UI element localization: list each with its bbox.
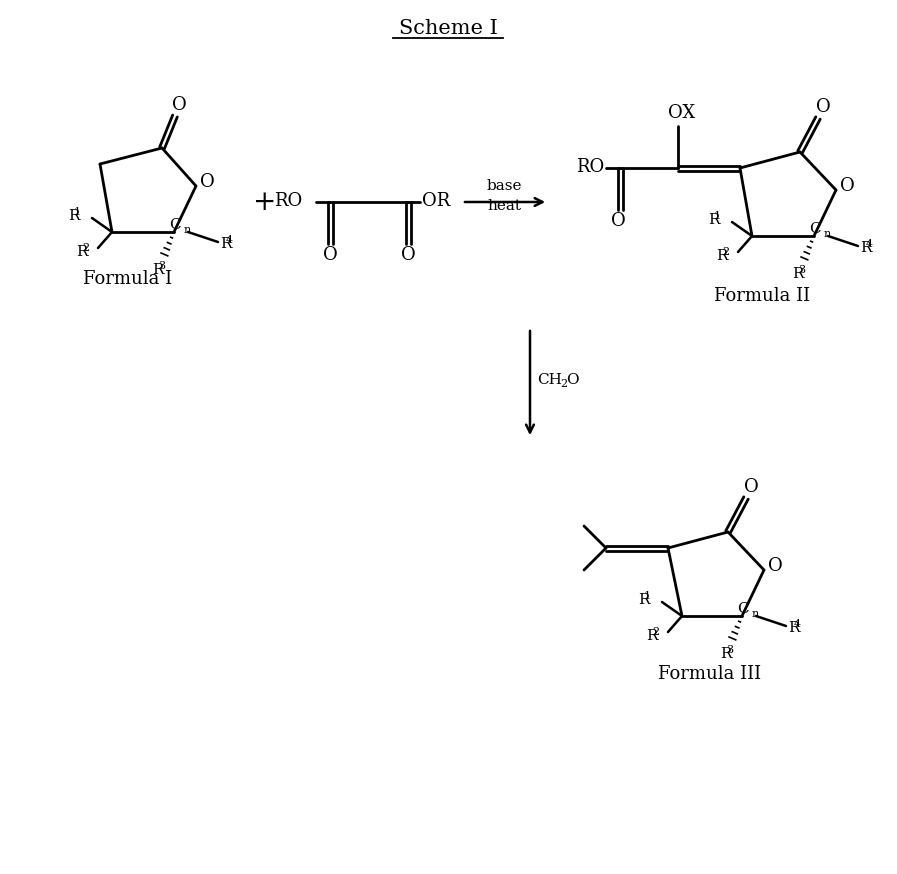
Text: base: base	[486, 179, 522, 193]
Text: Formula I: Formula I	[83, 270, 172, 288]
Text: 4: 4	[226, 235, 233, 245]
Text: 3: 3	[798, 265, 806, 275]
Text: O: O	[401, 246, 415, 264]
Text: R: R	[152, 263, 163, 277]
Text: R: R	[646, 629, 658, 643]
Text: 1: 1	[714, 212, 721, 221]
Text: +: +	[253, 189, 276, 216]
Text: C: C	[809, 222, 821, 236]
Text: 3: 3	[726, 645, 733, 656]
Text: R: R	[708, 213, 719, 227]
Text: R: R	[68, 209, 80, 223]
Text: n: n	[752, 609, 759, 619]
Text: Formula II: Formula II	[714, 287, 810, 305]
Text: O: O	[840, 177, 854, 195]
Text: O: O	[744, 478, 758, 496]
Text: O: O	[200, 173, 214, 191]
Text: O: O	[611, 212, 625, 230]
Text: C: C	[737, 602, 749, 616]
Text: O: O	[171, 96, 187, 114]
Text: O: O	[815, 98, 831, 116]
Text: 2: 2	[652, 628, 659, 637]
Text: 2: 2	[82, 243, 89, 253]
Text: Scheme I: Scheme I	[398, 19, 498, 38]
Text: 2: 2	[560, 379, 567, 389]
Text: n: n	[824, 229, 832, 239]
Text: 3: 3	[158, 261, 165, 271]
Text: 4: 4	[866, 239, 873, 249]
Text: 1: 1	[74, 207, 81, 217]
Text: R: R	[788, 621, 799, 635]
Text: RO: RO	[274, 192, 302, 210]
Text: OR: OR	[422, 192, 450, 210]
Text: O: O	[566, 373, 579, 387]
Text: OX: OX	[668, 104, 696, 122]
Text: O: O	[323, 246, 337, 264]
Text: R: R	[792, 267, 804, 281]
Text: R: R	[716, 249, 727, 263]
Text: heat: heat	[487, 199, 521, 213]
Text: 1: 1	[644, 591, 651, 601]
Text: Formula III: Formula III	[658, 665, 762, 683]
Text: CH: CH	[537, 373, 562, 387]
Text: R: R	[220, 237, 231, 251]
Text: 2: 2	[722, 247, 729, 257]
Text: R: R	[860, 241, 872, 255]
Text: O: O	[768, 557, 782, 575]
Text: n: n	[184, 225, 191, 235]
Text: C: C	[170, 218, 181, 232]
Text: 4: 4	[794, 619, 801, 629]
Text: R: R	[638, 593, 649, 607]
Text: RO: RO	[576, 158, 604, 176]
Text: R: R	[720, 647, 731, 661]
Text: R: R	[76, 245, 88, 259]
